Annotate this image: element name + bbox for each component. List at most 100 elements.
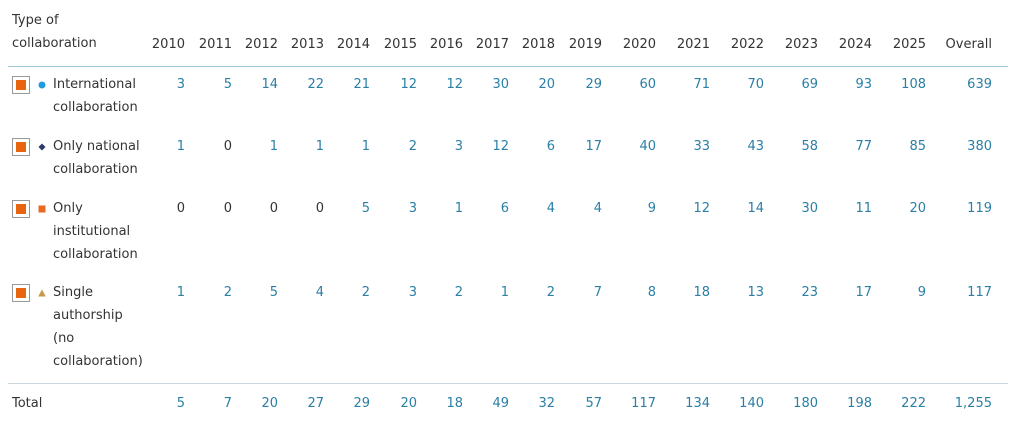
cell-value[interactable]: 117 [631,396,656,411]
cell-value[interactable]: 222 [901,396,926,411]
cell-value[interactable]: 12 [693,201,710,216]
header-divider [8,66,1008,67]
cell-value[interactable]: 29 [585,77,602,92]
cell-value[interactable]: 117 [967,285,992,300]
cell-value[interactable]: 1,255 [954,396,992,411]
cell-value[interactable]: 3 [454,139,463,154]
cell-value[interactable]: 2 [361,285,370,300]
column-header: 2025 [892,37,926,52]
cell-value[interactable]: 20 [909,201,926,216]
cell-value[interactable]: 4 [593,201,602,216]
cell-value[interactable]: 71 [693,77,710,92]
cell-value[interactable]: 6 [546,139,555,154]
checkbox-fill [16,204,26,214]
cell-value[interactable]: 2 [408,139,417,154]
cell-value[interactable]: 12 [492,139,509,154]
cell-value[interactable]: 22 [307,77,324,92]
cell-value[interactable]: 5 [269,285,278,300]
cell-value[interactable]: 20 [261,396,278,411]
cell-value[interactable]: 3 [176,77,185,92]
cell-value: 0 [223,139,232,154]
cell-value[interactable]: 40 [639,139,656,154]
cell-value[interactable]: 2 [223,285,232,300]
cell-value[interactable]: 49 [492,396,509,411]
cell-value: 0 [269,201,278,216]
cell-value[interactable]: 108 [901,77,926,92]
cell-value[interactable]: 57 [585,396,602,411]
cell-value[interactable]: 33 [693,139,710,154]
cell-value[interactable]: 17 [585,139,602,154]
cell-value[interactable]: 2 [454,285,463,300]
row-label: Only institutional collaboration [53,201,138,262]
cell-value[interactable]: 29 [353,396,370,411]
cell-value[interactable]: 1 [315,139,324,154]
row-checkbox[interactable] [12,138,30,156]
cell-value[interactable]: 43 [747,139,764,154]
cell-value[interactable]: 85 [909,139,926,154]
cell-value[interactable]: 5 [223,77,232,92]
cell-value[interactable]: 9 [647,201,656,216]
cell-value[interactable]: 7 [223,396,232,411]
marker-icon [38,289,46,297]
cell-value[interactable]: 11 [855,201,872,216]
column-header: 2016 [429,37,463,52]
cell-value[interactable]: 5 [361,201,370,216]
cell-value[interactable]: 380 [967,139,992,154]
column-header: 2019 [568,37,602,52]
cell-value[interactable]: 17 [855,285,872,300]
cell-value[interactable]: 30 [492,77,509,92]
cell-value[interactable]: 21 [353,77,370,92]
marker-icon [38,143,46,151]
cell-value[interactable]: 5 [176,396,185,411]
cell-value[interactable]: 18 [693,285,710,300]
column-header: 2014 [336,37,370,52]
cell-value[interactable]: 4 [546,201,555,216]
cell-value[interactable]: 1 [500,285,509,300]
cell-value[interactable]: 30 [801,201,818,216]
cell-value[interactable]: 1 [176,139,185,154]
cell-value[interactable]: 23 [801,285,818,300]
cell-value[interactable]: 1 [269,139,278,154]
cell-value[interactable]: 2 [546,285,555,300]
cell-value[interactable]: 3 [408,201,417,216]
cell-value[interactable]: 14 [747,201,764,216]
cell-value[interactable]: 58 [801,139,818,154]
checkbox-fill [16,80,26,90]
cell-value[interactable]: 134 [685,396,710,411]
cell-value[interactable]: 13 [747,285,764,300]
header-label: Type of collaboration [12,13,97,51]
cell-value[interactable]: 12 [446,77,463,92]
cell-value[interactable]: 69 [801,77,818,92]
cell-value[interactable]: 1 [361,139,370,154]
cell-value[interactable]: 7 [593,285,602,300]
cell-value[interactable]: 27 [307,396,324,411]
cell-value[interactable]: 639 [967,77,992,92]
cell-value[interactable]: 20 [538,77,555,92]
row-checkbox[interactable] [12,76,30,94]
cell-value[interactable]: 198 [847,396,872,411]
cell-value[interactable]: 18 [446,396,463,411]
cell-value[interactable]: 1 [176,285,185,300]
column-header: 2013 [290,37,324,52]
column-header: 2011 [198,37,232,52]
cell-value[interactable]: 77 [855,139,872,154]
cell-value[interactable]: 70 [747,77,764,92]
cell-value[interactable]: 6 [500,201,509,216]
cell-value[interactable]: 12 [400,77,417,92]
cell-value[interactable]: 180 [793,396,818,411]
cell-value[interactable]: 93 [855,77,872,92]
row-checkbox[interactable] [12,284,30,302]
cell-value[interactable]: 32 [538,396,555,411]
cell-value[interactable]: 140 [739,396,764,411]
cell-value[interactable]: 20 [400,396,417,411]
cell-value[interactable]: 3 [408,285,417,300]
cell-value[interactable]: 1 [454,201,463,216]
row-checkbox[interactable] [12,200,30,218]
cell-value[interactable]: 4 [315,285,324,300]
marker-icon [38,205,46,213]
cell-value[interactable]: 8 [647,285,656,300]
cell-value[interactable]: 14 [261,77,278,92]
cell-value[interactable]: 119 [967,201,992,216]
cell-value[interactable]: 9 [917,285,926,300]
cell-value[interactable]: 60 [639,77,656,92]
